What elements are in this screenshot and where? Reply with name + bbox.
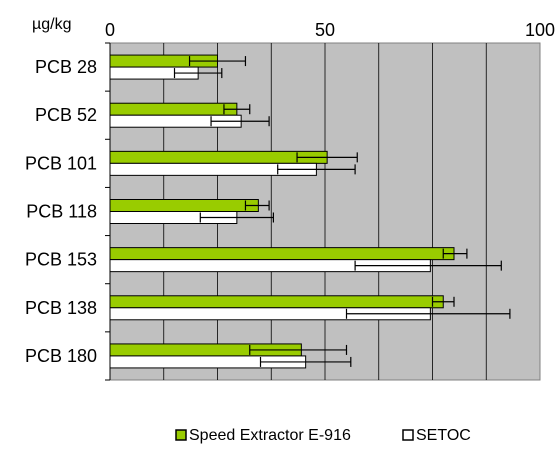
category-labels: PCB 28 PCB 52 PCB 101 PCB 118 PCB 153 PCB 138… xyxy=(25,57,97,366)
bar-speed-extractor xyxy=(109,199,259,212)
x-tick-labels: 0 50 100 xyxy=(105,20,555,40)
category-label: PCB 180 xyxy=(25,346,97,366)
gridlines xyxy=(163,43,487,380)
legend-label-setoc: SETOC xyxy=(416,427,471,444)
legend-swatch-setoc xyxy=(402,429,414,441)
category-label: PCB 28 xyxy=(35,57,97,77)
category-label: PCB 52 xyxy=(35,105,97,125)
category-label: PCB 101 xyxy=(25,153,97,173)
bar-speed-extractor xyxy=(109,102,238,116)
unit-label: µg/kg xyxy=(32,16,71,33)
category-label: PCB 153 xyxy=(25,250,97,270)
category-ticks xyxy=(105,42,110,381)
legend-label-speed-extractor: Speed Extractor E-916 xyxy=(189,427,351,444)
bar-speed-extractor xyxy=(109,295,444,309)
legend-swatch-speed-extractor xyxy=(175,429,187,441)
category-label: PCB 118 xyxy=(26,202,97,222)
legend: Speed Extractor E-916 SETOC xyxy=(175,427,471,444)
category-label: PCB 138 xyxy=(25,298,97,318)
bars xyxy=(109,54,455,369)
x-tick-label: 0 xyxy=(105,20,115,40)
bar-speed-extractor xyxy=(109,247,455,261)
error-bars xyxy=(173,56,511,367)
x-tick-label: 50 xyxy=(315,20,335,40)
bar-speed-extractor xyxy=(109,150,328,164)
x-tick-label: 100 xyxy=(525,20,555,40)
